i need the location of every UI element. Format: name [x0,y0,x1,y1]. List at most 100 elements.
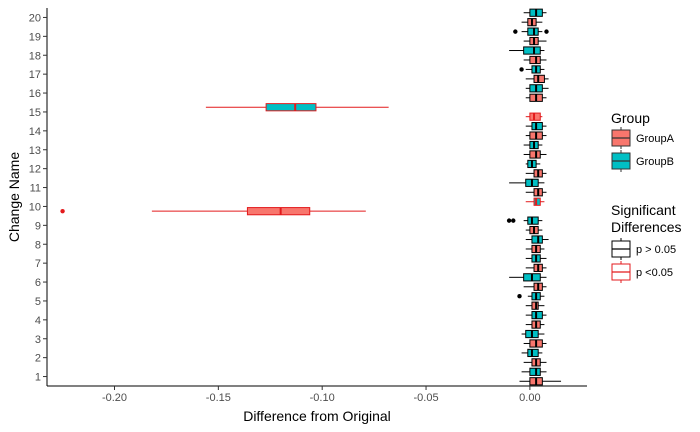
y-tick-label-16: 16 [29,88,41,100]
box-iqr-groupb-9 [527,216,539,225]
box-groupa-18 [523,55,547,65]
y-axis-title: Change Name [6,152,22,242]
y-tick-label-6: 6 [35,277,41,289]
box-iqr-groupb-2 [527,348,539,358]
box-groupa-17 [525,74,549,83]
legend-label-sig-0: p > 0.05 [636,244,676,256]
box-groupa-4 [525,320,545,329]
outlier-groupb-19-0 [513,29,518,34]
legend-key-groupa: GroupA [611,127,675,149]
box-groupa-19 [523,36,547,46]
outlier-groupa-10-0 [60,208,65,214]
box-groupa-14 [525,131,547,140]
box-groupb-10 [525,197,545,206]
box-groupb-4 [525,311,547,320]
box-iqr-groupb-18 [523,46,541,55]
box-iqr-groupa-18 [529,55,541,65]
box-groupb-13 [523,140,543,150]
y-tick-label-12: 12 [29,164,41,176]
legend-key-sig-1: p <0.05 [611,261,673,283]
y-tick-label-7: 7 [35,258,41,270]
box-groupb-7 [525,254,547,263]
box-iqr-groupb-19 [527,27,539,36]
box-groupb-18 [509,46,545,55]
box-iqr-groupb-14 [531,122,543,131]
box-groupb-5 [517,292,545,301]
y-tick-label-19: 19 [29,31,41,43]
x-tick-label-2: -0.10 [310,392,335,404]
outlier-groupb-9-1 [506,218,512,223]
x-axis-ticks: -0.20 -0.15 -0.10 -0.05 0.00 [102,386,541,404]
box-groupa-9 [525,225,543,235]
box-groupa-3 [523,339,547,348]
box-iqr-groupa-17 [533,74,545,83]
y-tick-label-18: 18 [29,50,41,62]
outlier-groupb-17-0 [519,67,524,72]
box-groupa-2 [523,358,547,367]
box-groupa-13 [523,150,547,159]
y-tick-label-8: 8 [35,239,41,251]
legend-significance-title: Significant Differences [611,202,682,235]
box-groupa-11 [525,188,547,197]
box-groupb-3 [521,329,545,339]
box-groupb-15 [205,103,389,112]
legend-label-groupa: GroupA [636,133,675,145]
box-iqr-groupa-5 [531,301,539,310]
box-groupb-6 [509,273,547,282]
y-tick-label-9: 9 [35,220,41,232]
y-tick-label-5: 5 [35,296,41,308]
box-groupa-8 [525,244,545,254]
y-tick-label-10: 10 [29,201,41,213]
box-iqr-groupa-10 [246,207,311,216]
box-iqr-groupa-13 [529,150,541,159]
box-groupb-12 [525,159,541,169]
legend-label-groupb: GroupB [636,156,674,168]
box-groupb-19 [513,27,549,36]
box-iqr-groupb-10 [533,197,541,206]
y-tick-label-4: 4 [35,315,41,327]
outlier-groupb-19-1 [544,29,549,34]
box-iqr-groupb-1 [529,367,541,376]
outlier-groupb-9-0 [511,218,516,223]
x-tick-label-1: -0.15 [206,392,231,404]
legend-significance-title-line-2: Differences [611,219,682,235]
box-groupa-15 [525,112,543,121]
y-tick-label-15: 15 [29,107,41,119]
box-groupb-14 [525,122,547,131]
box-groupa-16 [525,93,547,102]
box-groupb-16 [525,84,549,93]
box-groupb-9 [506,216,543,225]
y-tick-label-14: 14 [29,126,41,138]
legend-key-groupb: GroupB [611,150,674,172]
x-tick-label-0: -0.20 [102,392,127,404]
box-groupa-12 [525,169,547,178]
y-tick-label-17: 17 [29,69,41,81]
y-tick-label-3: 3 [35,334,41,346]
x-axis-title: Difference from Original [243,408,391,424]
legend-label-sig-1: p <0.05 [636,267,673,279]
legend-significance: Significant Differences p > 0.05 p <0.05 [611,202,682,283]
y-tick-label-2: 2 [35,353,41,365]
y-tick-label-1: 1 [35,372,41,384]
y-tick-label-11: 11 [30,183,41,195]
box-groupb-2 [521,348,543,358]
box-groupa-7 [525,263,547,272]
box-groupb-17 [519,65,545,74]
legend-significance-title-line-1: Significant [611,202,676,218]
box-iqr-groupa-15 [529,112,541,121]
legend-group: Group GroupA GroupB [611,110,675,172]
box-groupa-1 [519,377,562,386]
axes: -0.20 -0.15 -0.10 -0.05 0.00 123456789101112… [29,8,587,404]
box-groupb-8 [525,235,549,244]
outlier-groupb-5-0 [517,294,522,299]
legend-key-sig-0: p > 0.05 [611,238,676,260]
x-tick-label-4: 0.00 [519,392,540,404]
box-groupa-20 [521,18,543,27]
legend-group-title: Group [611,110,650,126]
y-tick-label-13: 13 [29,145,41,157]
box-groupa-10 [60,207,366,216]
y-tick-label-20: 20 [29,12,41,24]
box-groupb-11 [509,178,545,187]
box-groupa-6 [523,282,547,291]
